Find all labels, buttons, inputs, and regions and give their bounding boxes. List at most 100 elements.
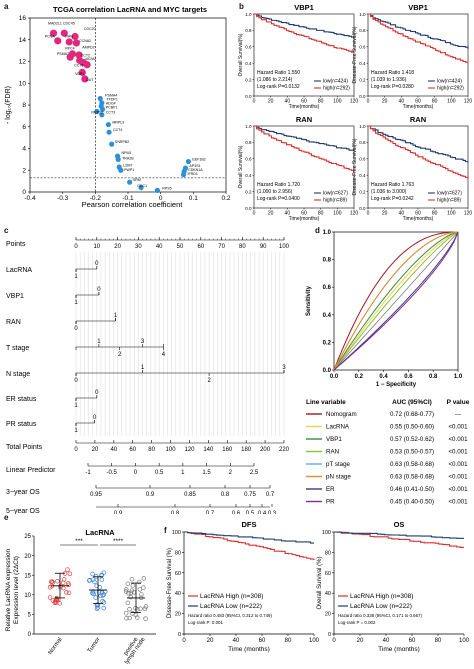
y-tick-label: 0 [28,632,32,638]
panel-a-ylabel: - log₁₀(FDR) [5,86,12,124]
gene-point [78,68,86,76]
x-tick-label: 0.4 [379,374,388,380]
km-stat: Log-rank P: 0.001 [188,620,223,625]
y-tick-label: 0.4 [245,61,252,66]
x-tick-label: 0.2 [355,374,364,380]
x-tick-label: 120 [464,99,473,105]
gene-label: DUT [86,78,94,82]
x-tick-label: 20 [268,99,274,105]
y-tick-label: 8 [22,102,26,109]
sample-point [127,606,132,612]
km-stat: Hazard Ratio 1.550 [257,70,300,76]
roc-p-value: <0.001 [448,486,468,493]
x-tick-label: 100 [459,638,470,644]
sample-point [95,605,101,610]
sample-point [91,591,96,597]
legend-label-high: LacRNA High (n=308) [200,593,263,600]
y-tick-label: 0.2 [359,189,366,194]
y-tick-label: 20 [24,554,31,560]
roc-auc: 0.63 (0.58-0.68) [390,474,434,481]
gene-point [180,172,187,178]
legend-label-high: LacRNA High (n=308) [350,593,413,600]
variable-level-label: 1 [97,339,101,345]
gene-label: PSMA4 [105,93,117,97]
roc-frame [333,231,459,371]
gene-point [54,37,62,45]
km-stat: Log-rank P=0.0132 [257,84,300,90]
y-tick-label: 0.6 [323,285,332,291]
scale-tick-label: 80 [239,244,246,250]
legend-label-low: LacRNA Low (n=222) [350,603,412,610]
sample-point [130,583,136,588]
gene-point [118,167,124,173]
x-tick-label: 80 [432,99,438,105]
variable-level-label: 1 [141,365,145,371]
y-tick-label: 15 [24,573,31,579]
y-tick-label: 12 [19,59,27,66]
roc-curve [333,231,459,371]
variable-level-label: 3 [141,339,145,345]
y-tick-label: 0.8 [245,140,252,145]
sample-point [143,616,148,621]
gene-label: RFC4 [65,47,74,51]
y-tick-label: 0.8 [245,28,252,33]
sample-point [93,595,98,600]
gene-point [127,179,133,185]
sample-point [142,606,148,612]
roc-auc: 0.72 (0.68-0.77) [390,411,434,418]
y-tick-label: 0 [328,632,331,638]
gene-label: HDGF [106,101,117,105]
scale-tick-label: 60 [129,447,136,453]
scale-tick-label: 0.5 [155,470,164,476]
km-ylabel: Overall Survival(%) [238,145,244,188]
roc-variable-name: ER [326,486,335,493]
gene-point [99,106,106,112]
category-label: Normal [48,637,64,656]
sample-point [125,581,131,586]
sample-point [94,606,100,612]
x-tick-label: 100 [333,99,342,105]
x-tick-label: 120 [464,211,473,217]
x-tick-label: 40 [285,211,291,217]
panel-a-volcano-plot: TCGA correlation LacRNA and MYC targets … [5,5,231,209]
gene-point [66,53,74,61]
sample-point [124,615,129,621]
roc-p-value: <0.001 [448,461,468,468]
variable-level-label: 2 [118,352,122,358]
roc-variable-name: pN stage [326,474,351,481]
sample-point [124,610,129,616]
km-curve-high [334,531,464,548]
y-tick-label: 0.6 [245,157,252,162]
roc-curve [333,231,459,371]
y-tick-label: 0.2 [359,77,366,82]
km-curve-high [184,531,315,561]
y-tick-label: 0.2 [245,77,252,82]
sample-point [137,587,143,592]
km-xlabel: Time (months) [228,646,270,653]
variable-level-label: 0 [95,390,99,396]
y-tick-label: 25 [24,534,31,540]
x-tick-label: 40 [399,99,405,105]
x-tick-label: 80 [285,638,292,644]
sample-point [141,585,146,590]
gene-label: CCT2 [81,54,90,58]
variable-level-label: 0 [74,326,78,332]
y-tick-label: 60 [175,571,181,577]
panel-e-dot-plot: LacRNA Relative LacRNA expression Expres… [5,528,156,666]
x-tick-label: 0 [332,638,336,644]
roc-auc: 0.57 (0.52-0.62) [390,436,434,443]
x-tick-label: -0.4 [24,195,36,202]
y-tick-label: 100 [322,530,331,536]
legend-label-low: low(n=424) [323,79,348,85]
roc-auc: 0.53 (0.50-0.57) [390,449,434,456]
table-header: P value [447,399,470,406]
km-ylabel: Overall Survival (%) [317,556,323,609]
panel-letter-f: f [164,526,167,535]
x-tick-label: 80 [318,211,324,217]
y-tick-label: 80 [175,550,181,556]
x-tick-label: 40 [399,211,405,217]
x-tick-label: 80 [435,638,442,644]
sample-point [100,593,106,598]
km-stat: (1.086 to 2.214) [257,77,293,83]
scale-tick-label: 20 [92,447,99,453]
